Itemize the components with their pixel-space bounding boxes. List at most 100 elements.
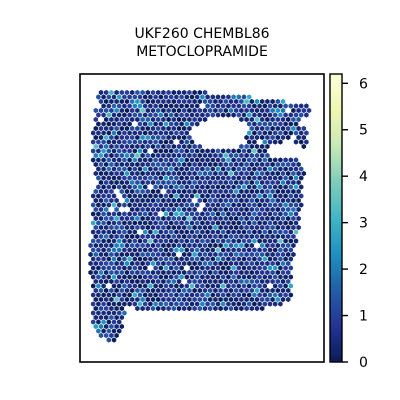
spot-marker: [129, 152, 135, 159]
spot-marker: [259, 224, 265, 231]
spot-marker: [132, 274, 138, 280]
spot-marker: [280, 116, 286, 123]
spot-marker: [142, 157, 148, 163]
spot-marker: [265, 260, 270, 267]
spot-marker: [142, 130, 148, 136]
spot-marker: [163, 175, 169, 181]
spot-marker: [135, 98, 140, 105]
spot-marker: [262, 247, 268, 253]
spot-marker: [291, 125, 296, 132]
spot-marker: [96, 139, 101, 145]
spot-marker: [129, 143, 135, 150]
spot-marker: [246, 256, 252, 262]
spot-marker: [109, 233, 114, 240]
spot-marker: [220, 103, 226, 109]
spot-marker: [116, 184, 122, 190]
spot-marker: [132, 184, 138, 190]
spot-marker: [228, 305, 234, 312]
spot-marker: [233, 215, 239, 222]
spot-marker: [262, 256, 268, 262]
spot-marker: [129, 98, 135, 105]
spot-marker: [291, 215, 296, 222]
spot-marker: [98, 305, 104, 312]
spot-marker: [179, 112, 184, 118]
spot-marker: [218, 287, 223, 294]
spot-marker: [187, 197, 192, 204]
spot-marker: [192, 269, 197, 276]
spot-marker: [197, 143, 203, 150]
spot-marker: [148, 139, 153, 145]
spot-marker: [93, 287, 99, 294]
spot-marker: [194, 112, 200, 118]
spot-marker: [132, 175, 138, 181]
spot-marker: [161, 143, 166, 150]
spot-marker: [291, 116, 296, 123]
spot-marker: [109, 116, 114, 123]
spot-marker: [103, 98, 109, 105]
spot-marker: [166, 116, 171, 123]
spot-marker: [140, 89, 145, 96]
spot-marker: [135, 287, 140, 294]
spot-marker: [137, 112, 143, 118]
spot-marker: [150, 296, 156, 303]
spot-marker: [106, 256, 112, 262]
spot-marker: [114, 143, 119, 150]
spot-marker: [163, 157, 169, 163]
spot-marker: [127, 301, 132, 307]
spot-marker: [96, 301, 101, 307]
spot-marker: [207, 215, 213, 222]
spot-marker: [142, 139, 148, 145]
spot-marker: [142, 175, 148, 181]
spot-marker: [127, 211, 132, 217]
spot-marker: [153, 247, 158, 253]
spot-marker: [140, 206, 145, 213]
spot-marker: [135, 224, 140, 231]
spot-marker: [207, 251, 213, 258]
spot-marker: [166, 260, 171, 267]
spot-marker: [293, 184, 299, 190]
spot-marker: [223, 188, 229, 195]
spot-marker: [272, 157, 278, 163]
spot-marker: [106, 319, 112, 325]
spot-marker: [197, 107, 203, 114]
spot-marker: [166, 161, 171, 168]
spot-marker: [116, 166, 122, 172]
spot-marker: [96, 310, 101, 316]
spot-marker: [137, 139, 143, 145]
spot-marker: [275, 215, 281, 222]
spot-marker: [192, 233, 197, 240]
spot-marker: [233, 296, 239, 303]
spot-marker: [275, 206, 281, 213]
spot-marker: [280, 161, 286, 168]
spot-marker: [166, 206, 171, 213]
spot-marker: [174, 94, 179, 100]
spot-marker: [304, 103, 309, 109]
spot-marker: [210, 184, 216, 190]
spot-marker: [275, 107, 281, 114]
spot-marker: [254, 224, 260, 231]
spot-marker: [163, 256, 169, 262]
spot-marker: [265, 161, 270, 168]
spot-marker: [275, 287, 281, 294]
spot-marker: [189, 166, 195, 172]
spot-marker: [275, 197, 281, 204]
spot-marker: [93, 296, 99, 303]
spot-marker: [142, 220, 148, 226]
spot-marker: [155, 278, 161, 285]
chart-title-line-2: METOCLOPRAMIDE: [136, 44, 268, 60]
spot-marker: [176, 107, 182, 114]
spot-marker: [145, 251, 151, 258]
spot-marker: [101, 283, 106, 289]
spot-marker: [291, 170, 296, 177]
spot-marker: [106, 328, 112, 334]
spot-marker: [231, 157, 236, 163]
spot-marker: [129, 233, 135, 240]
spot-marker: [184, 220, 190, 226]
spot-marker: [142, 112, 148, 118]
spot-marker: [236, 247, 242, 253]
spot-marker: [96, 94, 101, 100]
spot-marker: [93, 143, 99, 150]
spot-marker: [98, 278, 104, 285]
spot-marker: [205, 202, 210, 208]
spot-marker: [176, 260, 182, 267]
